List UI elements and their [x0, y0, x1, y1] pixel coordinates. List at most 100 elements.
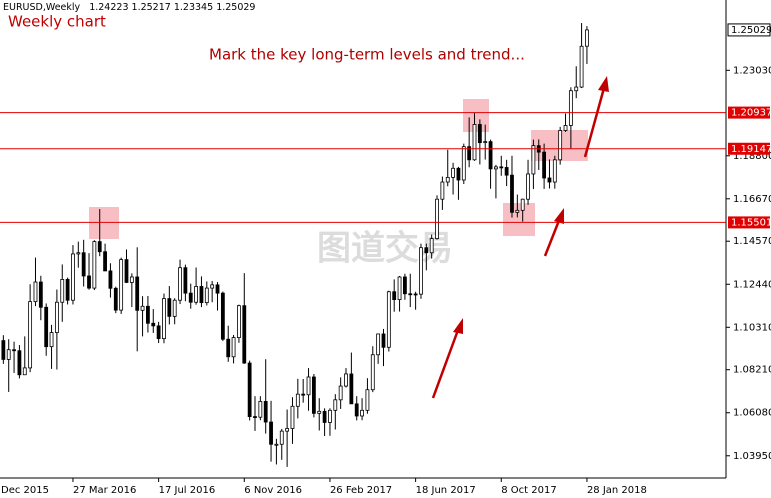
candle-body — [108, 270, 113, 289]
candle-body — [103, 251, 107, 272]
candle-body — [269, 421, 273, 445]
candle-body — [140, 305, 145, 311]
candle-body — [311, 376, 316, 414]
y-tick-label: 1.18800 — [733, 151, 771, 162]
candle-body — [435, 198, 439, 239]
y-tick-label: 1.03950 — [733, 451, 771, 462]
candle-body — [194, 286, 198, 303]
candle-body — [424, 247, 429, 254]
candle-body — [547, 177, 552, 183]
candle-body — [301, 393, 306, 396]
y-tick-label: 1.10310 — [733, 322, 771, 333]
candle-body — [199, 286, 204, 304]
candle-body — [333, 399, 338, 411]
plot-area — [1, 23, 589, 467]
candle-body — [44, 306, 49, 348]
candle-body — [579, 45, 584, 88]
candle-body — [295, 393, 300, 407]
candle-body — [183, 267, 188, 294]
highlight-box — [89, 207, 119, 239]
candle-body — [263, 401, 268, 423]
trend-arrow — [543, 217, 562, 257]
candle-body — [563, 125, 568, 131]
candle-body — [156, 325, 161, 340]
candle-body — [167, 298, 172, 317]
candle-body — [38, 281, 43, 308]
candle-body — [172, 299, 177, 317]
candle-body — [445, 176, 450, 183]
candle-body — [119, 259, 124, 311]
candle-body — [28, 301, 33, 369]
candle-body — [81, 252, 86, 277]
close: 1.25029 — [216, 2, 255, 13]
high: 1.25217 — [132, 2, 171, 13]
candle-body — [124, 259, 129, 283]
candle-body — [215, 284, 220, 294]
y-tick-label: 1.06080 — [733, 408, 771, 419]
candle-body — [220, 292, 225, 340]
candle-body — [135, 276, 140, 311]
candle-body — [204, 287, 209, 304]
candle-body — [231, 337, 236, 358]
candle-body — [520, 198, 525, 211]
candle-body — [49, 332, 54, 348]
candle-body — [188, 292, 193, 303]
arrow-head — [554, 208, 564, 224]
candle-body — [178, 267, 182, 301]
candle-body — [322, 410, 327, 423]
candle-body — [60, 279, 65, 303]
candle-body — [349, 373, 354, 405]
candle-body — [403, 276, 407, 295]
candle-body — [87, 275, 91, 289]
candle-body — [258, 401, 263, 418]
candle-body — [285, 428, 290, 432]
y-tick-label: 1.12440 — [733, 279, 771, 290]
level-label-box — [728, 216, 770, 229]
candle-body — [306, 376, 311, 396]
candle-body — [113, 287, 118, 311]
x-tick-label: 18 Jun 2017 — [416, 485, 476, 496]
candle-body — [76, 252, 81, 255]
candle-body — [419, 247, 423, 295]
candle-body — [151, 322, 156, 327]
candle-body — [97, 241, 102, 253]
level-label: 1.15501 — [731, 217, 771, 228]
candle-body — [585, 29, 589, 47]
level-label-box — [728, 142, 770, 155]
candle-body — [354, 403, 359, 417]
candle-body — [344, 373, 348, 387]
candle-body — [290, 405, 295, 429]
candle-body — [552, 159, 557, 183]
candle-body — [488, 141, 493, 170]
open: 1.24223 — [89, 2, 128, 13]
candle-body — [440, 181, 445, 200]
level-label: 1.20937 — [731, 108, 771, 119]
candle-body — [360, 409, 364, 417]
candle-body — [338, 385, 343, 401]
chart-title: Weekly chart — [8, 13, 106, 31]
y-tick-label: 1.16670 — [733, 194, 771, 205]
candle-body — [499, 166, 504, 169]
candle-body — [146, 305, 150, 324]
candle-body — [376, 333, 381, 356]
x-tick-label: 28 Jan 2018 — [587, 485, 647, 496]
candle-body — [515, 209, 520, 213]
candle-body — [210, 284, 215, 289]
candle-body — [558, 130, 563, 161]
current-price-label: 1.25029 — [731, 25, 771, 36]
candle-body — [242, 305, 247, 364]
candle-body — [504, 167, 509, 176]
candle-body — [22, 367, 27, 376]
candle-body — [279, 430, 284, 445]
highlight-box — [503, 203, 535, 236]
candle-body — [472, 124, 477, 161]
y-tick-label: 1.23030 — [733, 65, 771, 76]
candle-body — [226, 338, 231, 358]
candle-body — [71, 253, 75, 301]
candle-body — [392, 291, 397, 301]
candle-body — [397, 276, 402, 301]
x-tick-label: 8 Oct 2017 — [501, 485, 556, 496]
candle-body — [386, 291, 391, 348]
